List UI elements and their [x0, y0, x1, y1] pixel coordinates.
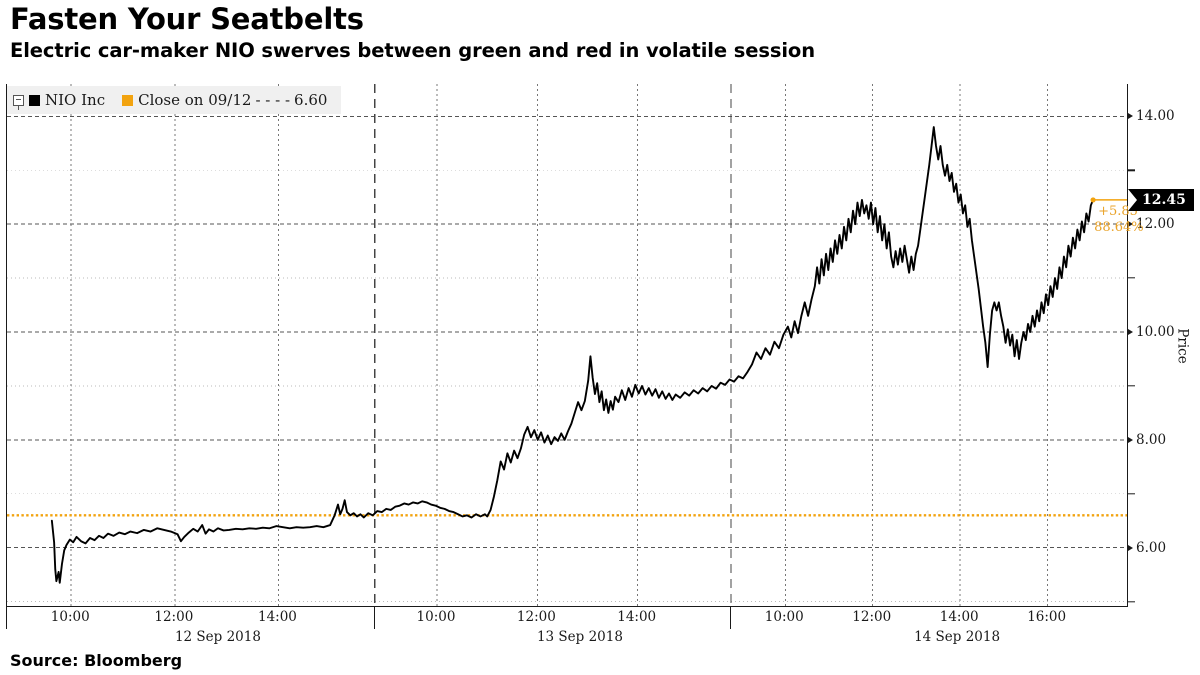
x-axis-day-separator — [730, 607, 732, 629]
x-axis-tick-label: 14:00 — [617, 609, 657, 625]
x-axis-left-edge — [6, 607, 8, 629]
legend-dash-icon: - - - - — [255, 91, 291, 109]
y-axis-minor-tick — [1128, 277, 1135, 279]
headline-block: Fasten Your Seatbelts Electric car-maker… — [10, 2, 1190, 63]
x-axis-day-label: 13 Sep 2018 — [536, 629, 623, 645]
x-axis-tick-label: 10:00 — [50, 609, 90, 625]
y-axis-minor-tick — [1128, 493, 1135, 495]
legend-reference-label: Close on 09/12 — [138, 91, 252, 109]
collapse-icon[interactable] — [13, 94, 24, 110]
x-axis-tick-label: 12:00 — [516, 609, 556, 625]
x-axis-tick-label: 10:00 — [416, 609, 456, 625]
price-line-chart — [7, 84, 1127, 606]
x-axis-tick-label: 14:00 — [257, 609, 297, 625]
x-axis: 10:00 12:00 14:00 10:00 12:00 14:00 10:00 12:00… — [6, 607, 1128, 653]
page-title: Fasten Your Seatbelts — [10, 2, 364, 36]
y-axis-tick-value: 10.00 — [1136, 324, 1175, 341]
y-axis-tick-label: 12.00 — [1128, 216, 1175, 233]
y-axis-tick-label: 14.00 — [1128, 108, 1175, 125]
x-axis-tick-label: 12:00 — [852, 609, 892, 625]
chart-plot-area — [6, 84, 1128, 607]
annotation-change-abs: +5.85 — [1098, 203, 1138, 219]
y-tick-arrow-icon — [1128, 436, 1133, 443]
y-axis-tick-value: 12.00 — [1136, 216, 1175, 233]
y-axis-minor-tick — [1128, 600, 1135, 603]
x-axis-tick-label: 10:00 — [764, 609, 804, 625]
page-subtitle: Electric car-maker NIO swerves between g… — [10, 39, 816, 62]
y-axis-tick-label: 8.00 — [1128, 431, 1167, 448]
x-axis-tick-label: 14:00 — [939, 609, 979, 625]
legend-series-label: NIO Inc — [45, 91, 106, 109]
x-axis-day-separator — [373, 607, 376, 629]
x-axis-tick-label: 12:00 — [154, 609, 194, 625]
y-axis-tick-value: 6.00 — [1136, 539, 1167, 556]
y-axis-tick-label: 10.00 — [1128, 324, 1175, 341]
last-price-tag: 12.45 — [1128, 188, 1194, 211]
x-axis-day-label: 12 Sep 2018 — [174, 629, 261, 645]
y-tick-arrow-icon — [1128, 329, 1133, 336]
y-axis-title: Price — [1174, 327, 1191, 364]
annotation-change-pct: 88.64% — [1094, 219, 1144, 235]
y-tick-arrow-icon — [1128, 221, 1133, 228]
y-axis-tick-label: 6.00 — [1128, 539, 1167, 556]
chart-canvas — [7, 84, 1127, 606]
y-axis-tick-value: 8.00 — [1136, 431, 1167, 448]
chart-legend[interactable]: NIO Inc Close on 09/12 - - - - 6.60 — [7, 86, 342, 114]
y-axis: 14.00 12.00 10.00 8.00 6.00 12.45 Price — [1128, 84, 1200, 607]
reference-color-swatch-icon — [122, 94, 134, 106]
source-label: Source: Bloomberg — [10, 651, 183, 670]
series-color-swatch-icon — [29, 94, 40, 106]
y-tick-arrow-icon — [1128, 113, 1133, 120]
legend-reference-value: 6.60 — [294, 91, 328, 109]
y-axis-minor-tick — [1128, 169, 1135, 171]
x-axis-tick-label: 16:00 — [1027, 609, 1067, 625]
x-axis-day-label: 14 Sep 2018 — [914, 629, 1001, 645]
y-tick-arrow-icon — [1128, 544, 1133, 551]
y-axis-tick-value: 14.00 — [1136, 108, 1175, 125]
y-axis-minor-tick — [1128, 385, 1135, 387]
